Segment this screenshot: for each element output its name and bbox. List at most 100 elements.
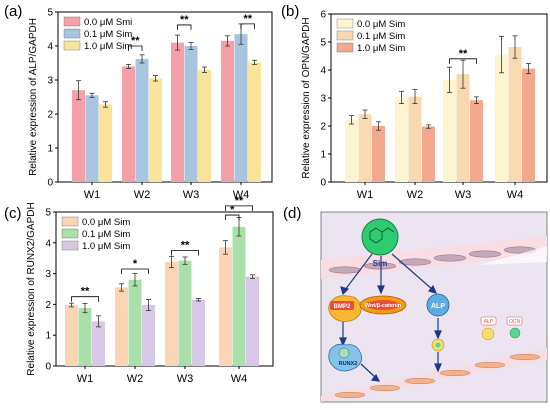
bar bbox=[372, 126, 385, 182]
significance-label: ** bbox=[459, 48, 468, 60]
x-tick-label: W4 bbox=[233, 189, 250, 201]
panel-label-d: (d) bbox=[283, 205, 301, 222]
significance-label: ** bbox=[235, 195, 244, 207]
y-axis-label: Relative expression of ALP/GAPDH bbox=[28, 18, 39, 176]
y-tick-label: 0 bbox=[47, 178, 53, 189]
y-tick-label: 4 bbox=[45, 238, 51, 249]
bmp2-label: BMP2 bbox=[334, 304, 351, 310]
arrow-runx2-out bbox=[360, 363, 377, 379]
y-tick-label: 0 bbox=[320, 178, 326, 189]
ocn-legend-tag bbox=[506, 316, 523, 326]
chart-c: 0 1 2 3 4 5 Relative expression of RUNX2/GAPDH… bbox=[26, 195, 274, 385]
flat-cell bbox=[328, 266, 362, 274]
bar bbox=[522, 68, 535, 182]
bar bbox=[470, 100, 483, 182]
x-tick-label: W3 bbox=[177, 373, 194, 385]
bar bbox=[345, 119, 358, 182]
significance-bracket bbox=[240, 23, 255, 29]
arrowhead bbox=[339, 337, 347, 347]
y-tick-label: 0 bbox=[45, 362, 51, 373]
legend-swatch bbox=[61, 216, 79, 227]
flat-cell bbox=[369, 384, 401, 392]
significance-bracket bbox=[121, 268, 149, 274]
significance-bracket bbox=[71, 296, 99, 302]
significance-label: ** bbox=[243, 13, 252, 25]
bar bbox=[408, 96, 422, 182]
y-tick-label: 1 bbox=[47, 144, 53, 155]
significance-label: ** bbox=[81, 286, 90, 298]
x-tick-label: W2 bbox=[127, 373, 144, 385]
arrowhead bbox=[434, 363, 442, 373]
bar bbox=[358, 114, 372, 182]
y-tick-label: 2 bbox=[320, 122, 326, 133]
runx2-label: RUNX2 bbox=[339, 361, 358, 367]
bar bbox=[221, 40, 234, 183]
bar bbox=[178, 260, 192, 366]
legend-label: 0.0 μM Sim bbox=[357, 19, 405, 30]
legend-label: 0.0 μM Smi bbox=[84, 17, 132, 28]
bar bbox=[219, 247, 232, 366]
x-tick-label: W1 bbox=[357, 189, 374, 201]
wnt-inner bbox=[366, 300, 400, 310]
bar bbox=[171, 42, 184, 182]
bar bbox=[72, 90, 85, 182]
significance-bracket bbox=[177, 24, 192, 30]
x-tick-label: W3 bbox=[183, 189, 200, 201]
y-tick-label: 5 bbox=[47, 8, 53, 19]
arrowhead bbox=[340, 286, 350, 296]
alp-cell bbox=[426, 293, 450, 317]
bar bbox=[443, 79, 456, 182]
significance-label: * bbox=[230, 204, 235, 216]
panel-label-a: (a) bbox=[4, 3, 22, 20]
legend-swatch bbox=[63, 40, 81, 51]
bar bbox=[149, 78, 162, 182]
significance-bracket bbox=[225, 214, 240, 221]
significance-label: ** bbox=[180, 14, 189, 26]
mechanism-diagram: Sim BMP2 bbox=[320, 211, 548, 403]
arrowhead bbox=[427, 284, 438, 294]
x-tick-label: W4 bbox=[507, 189, 524, 201]
arrowhead bbox=[434, 330, 442, 340]
arrowhead bbox=[377, 285, 385, 295]
bar bbox=[456, 74, 470, 182]
y-tick-label: 4 bbox=[320, 66, 326, 77]
bar bbox=[422, 126, 435, 182]
legend-label: 1.0 μM Sim bbox=[357, 43, 405, 54]
legend-swatch bbox=[61, 228, 79, 239]
y-tick-label: 5 bbox=[320, 38, 326, 49]
light-swoosh bbox=[480, 246, 547, 265]
legend-swatch bbox=[336, 30, 354, 41]
flat-cell bbox=[334, 391, 366, 399]
bar bbox=[128, 279, 142, 366]
bar bbox=[142, 305, 155, 366]
bar bbox=[246, 276, 259, 366]
legend-swatch bbox=[63, 16, 81, 27]
x-tick-label: W1 bbox=[77, 373, 94, 385]
alp-legend-vesicle bbox=[481, 327, 495, 341]
x-tick-label: W4 bbox=[231, 373, 248, 385]
bar bbox=[115, 287, 128, 366]
ocn-legend-label: OCN bbox=[509, 319, 521, 325]
wnt-label: Wnt/β-catenin bbox=[365, 303, 402, 309]
bar bbox=[78, 308, 92, 366]
flat-cell bbox=[363, 262, 397, 270]
legend-swatch bbox=[336, 42, 354, 53]
legend-swatch bbox=[61, 240, 79, 251]
y-tick-label: 5 bbox=[45, 208, 51, 219]
chart-a: 0 1 2 3 4 5 Relative expression of ALP/GAPDH W1… bbox=[28, 8, 273, 201]
signal-arrows bbox=[339, 253, 442, 382]
bar bbox=[508, 47, 522, 182]
legend-label: 0.1 μM Sim bbox=[357, 31, 405, 42]
x-tick-label: W3 bbox=[455, 189, 472, 201]
flat-cell bbox=[398, 258, 432, 266]
bar bbox=[65, 305, 78, 366]
legend-label: 0.1 μM Sim bbox=[82, 229, 130, 240]
y-tick-label: 2 bbox=[45, 300, 51, 311]
legend-swatch bbox=[63, 28, 81, 39]
bar bbox=[395, 97, 408, 182]
x-tick-label: W1 bbox=[84, 189, 101, 201]
chart-b: 0 1 2 3 4 5 6 Relative expression of OPN/GAPDH W… bbox=[301, 10, 548, 201]
flat-cell bbox=[433, 254, 467, 262]
alp-label: ALP bbox=[431, 303, 445, 310]
